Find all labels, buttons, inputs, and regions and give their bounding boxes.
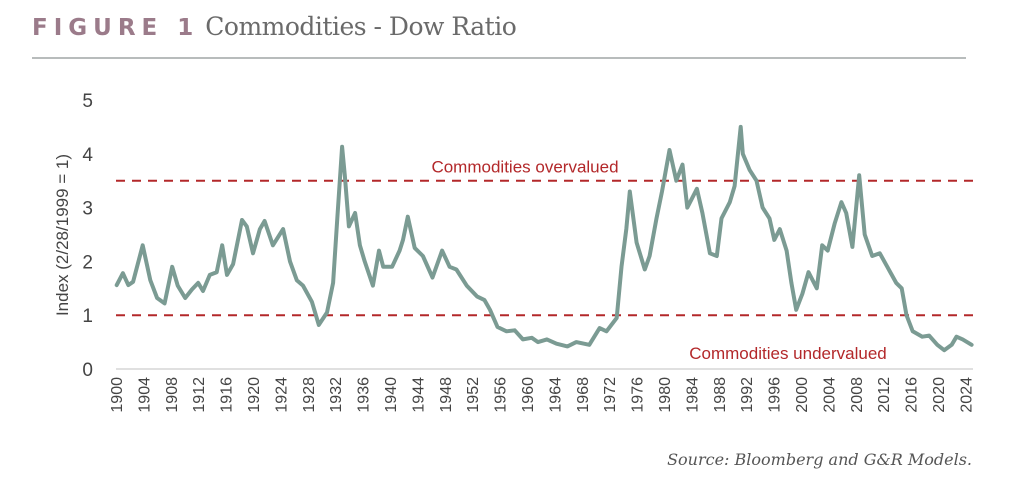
annotation-undervalued: Commodities undervalued [689,344,887,363]
y-axis-label: Index (2/28/1999 = 1) [53,154,72,316]
x-tick-label: 1928 [301,377,318,413]
y-tick-label: 3 [82,199,93,220]
x-tick-label: 1972 [602,377,619,413]
x-tick-label: 2016 [904,377,921,413]
x-tick-label: 1936 [356,377,373,413]
x-tick-label: 2004 [821,377,838,413]
x-tick-label: 1968 [575,377,592,413]
figure-title: FIGURE 1 Commodities - Dow Ratio [32,12,517,41]
x-tick-label: 1952 [465,377,482,413]
x-tick-label: 1916 [219,377,236,413]
x-tick-label: 2012 [876,377,893,413]
x-tick-label: 1924 [273,377,290,413]
x-tick-label: 1984 [684,377,701,413]
source-note: Source: Bloomberg and G&R Models. [667,450,972,469]
y-tick-label: 1 [82,306,93,327]
x-tick-label: 1960 [520,377,537,413]
x-tick-label: 1904 [136,377,153,413]
x-tick-label: 1976 [630,377,647,413]
x-tick-label: 1912 [191,377,208,413]
figure-label: FIGURE 1 [32,15,200,41]
x-tick-label: 1940 [383,377,400,413]
y-tick-label: 2 [82,252,93,273]
x-tick-label: 2008 [849,377,866,413]
x-tick-label: 2020 [931,377,948,413]
series-line-commodities-dow-ratio [114,124,974,353]
y-tick-label: 4 [82,145,93,166]
x-tick-label: 2024 [958,377,975,413]
chart-title: Commodities - Dow Ratio [205,12,517,41]
x-tick-label: 1908 [164,377,181,413]
title-divider [32,57,966,59]
x-tick-label: 1988 [712,377,729,413]
x-tick-label: 1964 [547,377,564,413]
x-tick-label: 1992 [739,377,756,413]
x-tick-label: 1920 [246,377,263,413]
annotation-overvalued: Commodities overvalued [431,158,618,177]
y-tick-label: 0 [82,360,93,381]
y-tick-label: 5 [82,91,93,112]
x-tick-label: 1996 [767,377,784,413]
x-tick-label: 1980 [657,377,674,413]
x-tick-label: 1956 [493,377,510,413]
x-tick-label: 2000 [794,377,811,413]
x-tick-label: 1944 [410,377,427,413]
x-tick-label: 1948 [438,377,455,413]
x-tick-label: 1900 [109,377,126,413]
x-tick-label: 1932 [328,377,345,413]
